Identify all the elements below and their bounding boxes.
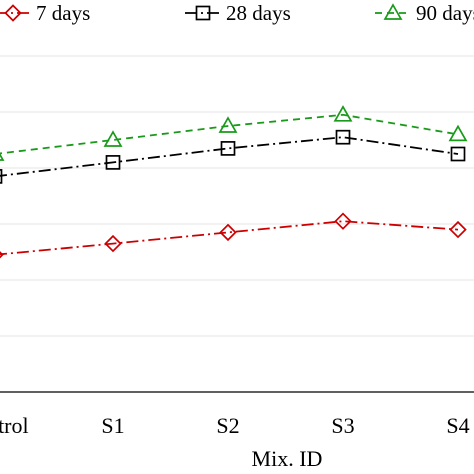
x-tick-label: S4: [446, 413, 469, 438]
data-point-marker: [220, 141, 236, 156]
x-tick-label: S1: [101, 413, 124, 438]
x-axis-label: Mix. ID: [252, 446, 323, 471]
x-tick-label: S2: [216, 413, 239, 438]
series-layer: [0, 105, 468, 259]
data-point-marker: [383, 3, 403, 20]
legend-label: 28 days: [226, 1, 291, 25]
x-tick-label: S3: [331, 413, 354, 438]
data-point-marker: [103, 130, 123, 147]
legend-label: 7 days: [36, 1, 90, 25]
data-point-marker: [450, 146, 466, 162]
data-point-marker: [219, 223, 237, 242]
data-point-marker: [334, 212, 352, 230]
data-point-marker: [105, 155, 121, 170]
data-point-marker: [449, 220, 467, 239]
legend: 7 days 28 days 90 days: [0, 1, 474, 25]
data-point-marker: [448, 124, 468, 142]
legend-label: 90 days: [416, 1, 474, 25]
x-tick-labels: Control S1 S2 S3 S4: [0, 413, 470, 438]
data-point-marker: [218, 116, 238, 133]
data-point-marker: [104, 234, 122, 253]
grid-lines: [0, 55, 474, 337]
data-point-marker: [335, 129, 351, 145]
data-point-marker: [195, 5, 211, 21]
data-point-marker: [4, 4, 22, 22]
series-line: [0, 113, 459, 155]
data-point-marker: [0, 169, 3, 184]
series-line: [0, 136, 459, 177]
data-point-marker: [333, 105, 353, 122]
x-tick-label: Control: [0, 413, 29, 438]
